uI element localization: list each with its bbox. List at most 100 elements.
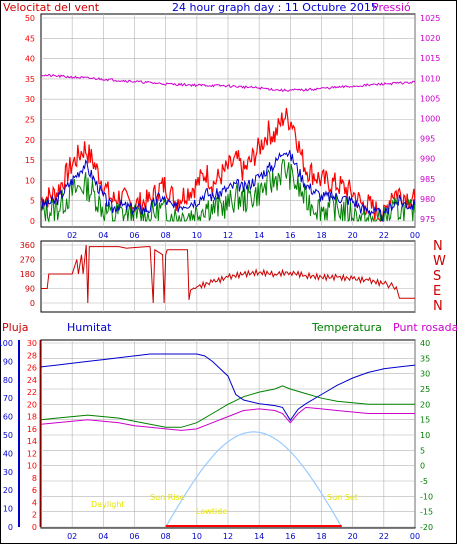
wind-x-tick: 08 [161, 231, 171, 240]
wind-y-tick: 20 [25, 136, 35, 145]
wind-y-tick: 15 [25, 156, 35, 165]
temperature-series [40, 385, 415, 428]
temperature-y-tick: -15 [420, 508, 433, 517]
climate-x-tick: 18 [316, 532, 326, 541]
climate-x-tick: 12 [223, 532, 233, 541]
wind-y-tick: 25 [25, 116, 35, 125]
temperature-y-tick: 20 [420, 400, 430, 409]
pressure-y-tick: 985 [420, 175, 435, 184]
direction-y-tick: 180 [20, 270, 35, 279]
pressure-y-tick: 1005 [420, 94, 440, 103]
rain-y-tick: 16 [27, 425, 37, 434]
temperature-y-tick: 40 [420, 339, 430, 348]
rain-y-tick: 12 [27, 449, 37, 458]
climate-x-tick: 16 [285, 532, 295, 541]
wind-x-tick: 20 [348, 231, 358, 240]
pressure-y-tick: 1010 [420, 74, 440, 83]
wind-x-tick: 12 [223, 231, 233, 240]
direction-y-tick: 90 [25, 285, 35, 294]
temperature-label: Temperatura [311, 321, 382, 334]
rain-y-tick: 2 [32, 511, 37, 520]
climate-x-tick: 20 [348, 532, 358, 541]
direction-y-tick: 360 [20, 241, 35, 250]
wind-low-series [40, 158, 416, 223]
temperature-y-tick: 15 [420, 416, 430, 425]
climate-x-tick: 10 [192, 532, 202, 541]
temperature-y-tick: 25 [420, 385, 430, 394]
compass-letter: S [433, 269, 441, 284]
rain-label: Pluja [2, 321, 28, 334]
direction-y-tick: 0 [30, 299, 35, 308]
rain-y-tick: 4 [32, 498, 37, 507]
wind-x-tick: 00 [410, 231, 420, 240]
wind-y-tick: 35 [25, 75, 35, 84]
wind-average-series [40, 150, 416, 222]
temperature-y-tick: 0 [420, 462, 425, 471]
rain-y-tick: 14 [27, 437, 37, 446]
compass-letter: N [433, 299, 443, 314]
temperature-y-tick: -5 [420, 477, 428, 486]
temperature-y-tick: -10 [420, 492, 433, 501]
lowtide-label: Lowtide [196, 507, 227, 516]
humidity-label: Humitat [67, 321, 112, 334]
temperature-y-tick: 10 [420, 431, 430, 440]
humidity-y-tick: 0 [8, 523, 13, 532]
wind-x-tick: 14 [254, 231, 264, 240]
rain-y-tick: 18 [27, 413, 37, 422]
humidity-series [40, 353, 416, 422]
compass-letter: N [433, 239, 443, 254]
humidity-y-tick: 80 [3, 376, 13, 385]
pressure-y-tick: 980 [420, 195, 435, 204]
wind-y-tick: 45 [25, 34, 35, 43]
wind-x-tick: 18 [316, 231, 326, 240]
humidity-y-tick: 100 [0, 339, 13, 348]
wind-y-tick: 5 [30, 197, 35, 206]
rain-y-tick: 8 [32, 474, 37, 483]
sunset-label: Sun Set [327, 493, 358, 502]
humidity-y-tick: 50 [3, 431, 13, 440]
wind-x-tick: 16 [285, 231, 295, 240]
wind-y-tick: 10 [25, 176, 35, 185]
wind-x-tick: 10 [192, 231, 202, 240]
rain-y-tick: 26 [27, 364, 37, 373]
wind-direction-series [41, 244, 415, 304]
pressure-y-tick: 975 [420, 215, 435, 224]
rain-y-tick: 22 [27, 388, 37, 397]
sunrise-label: Sun Rise [150, 493, 185, 502]
sun-elevation-curve [165, 431, 343, 528]
graph-title: 24 hour graph day : 11 Octubre 2015 [172, 1, 378, 14]
wind-x-tick: 06 [129, 231, 139, 240]
climate-panel: Pluja Humitat Temperatura Punt rosada 10… [0, 321, 457, 541]
compass-letter: E [433, 284, 441, 299]
temperature-y-tick: -20 [420, 523, 433, 532]
humidity-y-tick: 30 [3, 468, 13, 477]
pressure-label: Pressió [372, 1, 411, 14]
rain-y-tick: 20 [27, 400, 37, 409]
temperature-y-tick: 5 [420, 446, 425, 455]
wind-x-tick: 22 [379, 231, 389, 240]
humidity-y-tick: 20 [3, 486, 13, 495]
pressure-y-tick: 1000 [420, 114, 440, 123]
wind-speed-label: Velocitat del vent [3, 1, 100, 14]
rain-y-tick: 30 [27, 339, 37, 348]
climate-x-tick: 00 [410, 532, 420, 541]
humidity-y-tick: 70 [3, 394, 13, 403]
temperature-y-tick: 35 [420, 354, 430, 363]
humidity-y-tick: 40 [3, 449, 13, 458]
direction-y-tick: 270 [20, 256, 35, 265]
wind-y-tick: 50 [25, 14, 35, 23]
climate-x-tick: 06 [129, 532, 139, 541]
pressure-y-tick: 990 [420, 155, 435, 164]
rain-y-tick: 28 [27, 351, 37, 360]
rain-y-tick: 24 [27, 376, 37, 385]
climate-x-tick: 08 [161, 532, 171, 541]
pressure-y-tick: 1025 [420, 14, 440, 23]
dewpoint-series [40, 406, 415, 431]
compass-letter: W [433, 254, 446, 269]
humidity-y-tick: 90 [3, 357, 13, 366]
dewpoint-label: Punt rosada [393, 321, 457, 334]
rain-y-tick: 0 [32, 523, 37, 532]
wind-x-tick: 04 [98, 231, 108, 240]
